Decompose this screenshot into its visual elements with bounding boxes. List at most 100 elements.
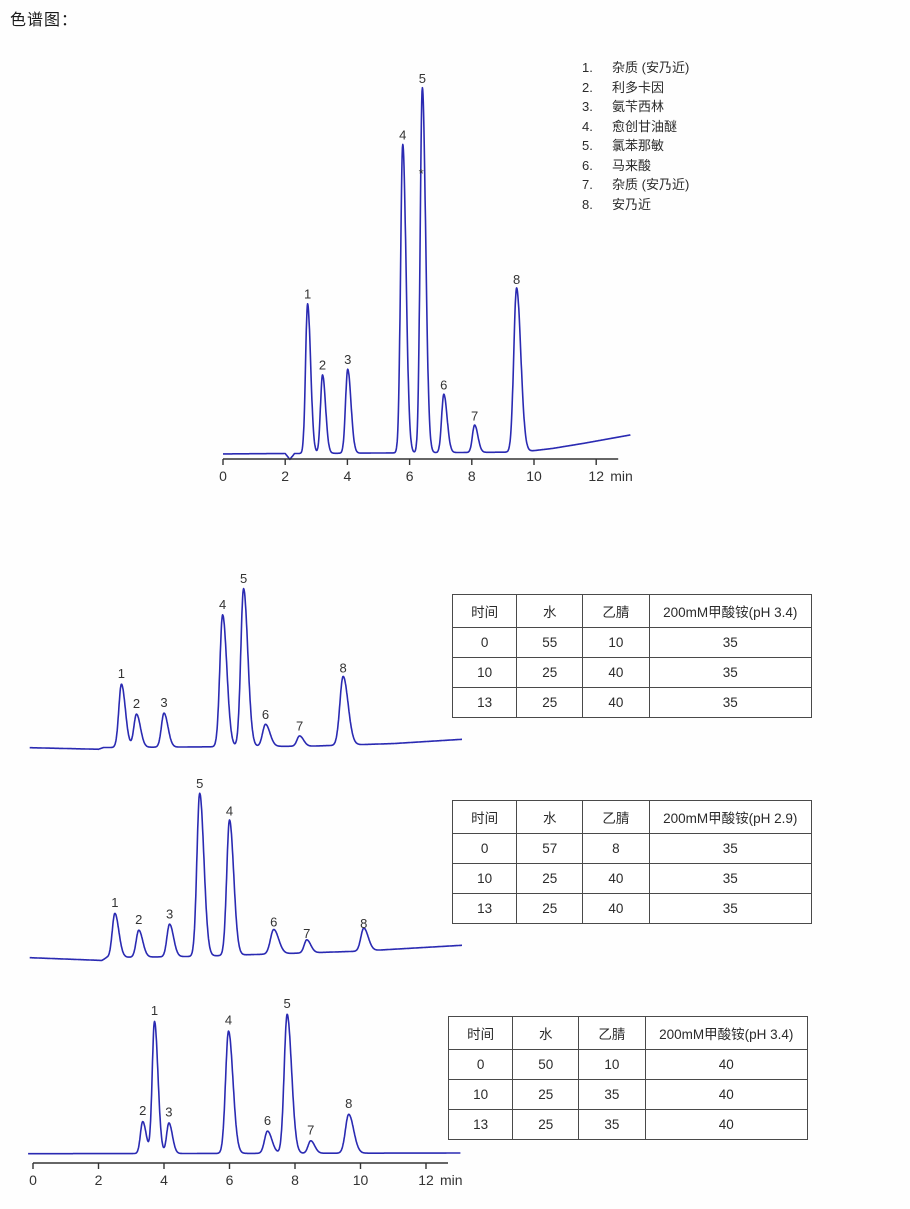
table-cell: 40 (582, 893, 650, 924)
legend-item-3: 3. 氨苄西林 (582, 97, 689, 117)
table-header-cell: 乙腈 (578, 1016, 646, 1050)
peak-label-4: 4 (219, 597, 226, 612)
table-row: 10 25 35 40 (447, 1079, 809, 1110)
x-tick-label: 12 (588, 468, 604, 484)
table-header-cell: 水 (516, 800, 584, 834)
legend-item-7: 7. 杂质 (安乃近) (582, 175, 689, 195)
table-row: 10 25 40 35 (451, 863, 813, 894)
legend-number: 2. (582, 79, 593, 95)
legend-compound-name: 杂质 (安乃近) (612, 60, 690, 75)
gradient-chromatogram-2-plot: 1 2 3 5 4 6 7 8 (29, 776, 463, 962)
peak-label-5: 5 (283, 996, 290, 1011)
peak-label-6: 6 (440, 378, 447, 393)
red-asterisk-marker: * (419, 166, 424, 181)
x-tick-label: 0 (29, 1172, 37, 1188)
table-cell: 35 (648, 657, 813, 688)
table-cell: 25 (516, 863, 584, 894)
table-header-cell: 时间 (447, 1016, 514, 1050)
chromatogram-trace (29, 587, 463, 751)
peak-label-4: 4 (226, 804, 233, 819)
table-cell: 25 (516, 687, 584, 718)
x-tick-label: 6 (406, 468, 414, 484)
page-title: 色谱图： (10, 12, 79, 29)
table-cell: 40 (582, 657, 650, 688)
legend-item-8: 8. 安乃近 (582, 195, 689, 215)
table-header-cell: 水 (516, 594, 584, 628)
table-header-cell: 200mM甲酸铵(pH 3.4) (644, 1016, 809, 1050)
legend-item-5: 5. 氯苯那敏 (582, 136, 689, 156)
table-cell: 10 (451, 657, 518, 688)
table-cell: 8 (582, 833, 650, 864)
table-cell: 40 (582, 863, 650, 894)
peak-label-7: 7 (303, 926, 310, 941)
x-tick-label: 0 (219, 468, 227, 484)
table-cell: 25 (512, 1109, 580, 1140)
legend-number: 4. (582, 118, 593, 134)
legend-number: 5. (582, 138, 593, 153)
peak-label-1: 1 (151, 1003, 158, 1018)
peak-label-5: 5 (196, 776, 203, 791)
x-tick-label: 4 (160, 1172, 168, 1188)
table-header-cell: 时间 (451, 594, 518, 628)
legend-number: 8. (582, 196, 593, 212)
x-tick-label: 10 (353, 1172, 369, 1188)
table-header-cell: 时间 (451, 800, 518, 834)
table-cell: 40 (582, 687, 650, 718)
peak-label-2: 2 (319, 358, 326, 373)
table-cell: 25 (516, 893, 584, 924)
peak-label-8: 8 (360, 916, 367, 931)
gradient-table-2: 时间水乙腈 200mM甲酸铵(pH 2.9) 0 57 8 35 10 25 40 35 13 25 4… (451, 800, 813, 924)
peak-label-3: 3 (166, 906, 173, 921)
peak-label-6: 6 (262, 707, 269, 722)
legend-compound-name: 愈创甘油醚 (612, 118, 678, 134)
chromatogram-trace (222, 86, 631, 461)
peak-label-8: 8 (345, 1096, 352, 1111)
peak-label-7: 7 (471, 409, 478, 424)
x-tick-label: 2 (95, 1172, 103, 1188)
peak-label-6: 6 (264, 1113, 271, 1128)
peak-label-7: 7 (307, 1123, 314, 1138)
peak-label-2: 2 (135, 912, 142, 927)
x-tick-label: 4 (344, 468, 352, 484)
peak-label-2: 2 (133, 696, 140, 711)
table-cell: 35 (648, 833, 813, 864)
table-header-cell: 水 (512, 1016, 580, 1050)
x-tick-label: 8 (468, 468, 476, 484)
peak-label-6: 6 (270, 915, 277, 930)
table-cell: 40 (644, 1109, 809, 1140)
legend-compound-name: 利多卡因 (612, 79, 665, 95)
legend-compound-name: 杂质 (安乃近) (612, 177, 690, 192)
table-row: 13 25 40 35 (451, 893, 813, 924)
table-cell: 0 (451, 833, 518, 864)
x-axis-unit-label: min (610, 468, 633, 484)
x-tick-label: 10 (526, 468, 542, 484)
table-row: 0 57 8 35 (451, 833, 813, 864)
table-cell: 25 (516, 657, 584, 688)
table-cell: 10 (578, 1049, 646, 1080)
table-header-cell: 200mM甲酸铵(pH 3.4) (648, 594, 813, 628)
gradient-table-3: 时间水乙腈 200mM甲酸铵(pH 3.4) 0 50 10 40 10 25 35 40 13 25… (447, 1016, 809, 1140)
table-header-cell: 200mM甲酸铵(pH 2.9) (648, 800, 813, 834)
legend-item-2: 2. 利多卡因 (582, 78, 689, 98)
legend-number: 6. (582, 157, 593, 173)
peak-label-4: 4 (399, 128, 406, 143)
table-cell: 57 (516, 833, 584, 864)
x-tick-label: 12 (418, 1172, 434, 1188)
legend-compound-name: 安乃近 (612, 196, 652, 212)
peak-label-3: 3 (165, 1104, 172, 1119)
x-tick-label: 2 (281, 468, 289, 484)
legend-number: 7. (582, 177, 593, 192)
table-header-cell: 乙腈 (582, 594, 650, 628)
table-cell: 40 (644, 1049, 809, 1080)
peak-label-3: 3 (344, 352, 351, 367)
legend-item-6: 6. 马来酸 (582, 156, 689, 176)
table-cell: 13 (451, 687, 518, 718)
table-cell: 13 (451, 893, 518, 924)
gradient-chromatogram-1-plot: 12 3 45 6 7 8 (29, 571, 463, 751)
peak-label-2: 2 (139, 1103, 146, 1118)
table-header-cell: 乙腈 (582, 800, 650, 834)
table-row: 0 55 10 35 (451, 627, 813, 658)
table-cell: 25 (512, 1079, 580, 1110)
peak-label-1: 1 (304, 286, 311, 301)
x-tick-label: 8 (291, 1172, 299, 1188)
